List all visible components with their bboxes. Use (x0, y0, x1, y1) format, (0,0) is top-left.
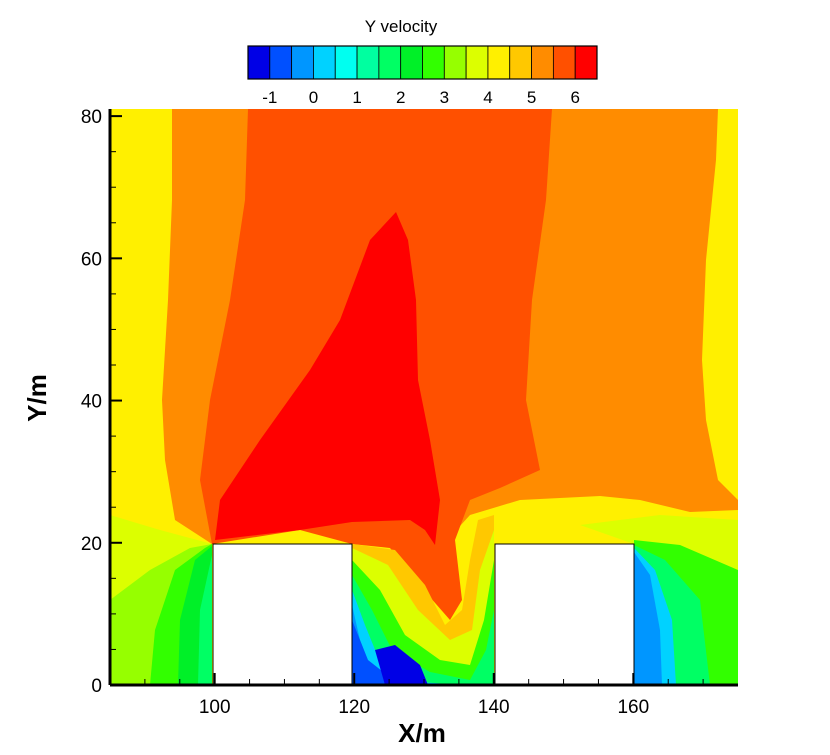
colorbar-swatch (313, 45, 336, 80)
contour-canyon-blue3 (375, 645, 428, 685)
building-1 (212, 543, 353, 686)
colorbar-tick-label: -1 (262, 88, 277, 107)
x-tick-label: 140 (478, 697, 510, 718)
colorbar-tick-label: 4 (483, 88, 492, 107)
y-tick-label: 20 (81, 534, 102, 555)
y-axis-title: Y/m (22, 374, 52, 422)
x-axis-title: X/m (398, 718, 446, 748)
colorbar-frame (247, 45, 598, 80)
y-ticks: 0 20 40 60 80 (81, 107, 122, 697)
colorbar-swatch (552, 45, 576, 80)
contour-band-6 (215, 212, 440, 545)
x-tick-label: 100 (199, 697, 231, 718)
colorbar-swatch (247, 45, 271, 80)
colorbar-swatch (422, 45, 445, 80)
y-tick-label: 0 (91, 676, 102, 697)
y-tick-label: 80 (81, 107, 102, 128)
axes: 0 20 40 60 80 100 120 140 160 (81, 107, 738, 718)
colorbar-title: Y velocity (365, 17, 438, 36)
contour-right-blue (634, 552, 662, 685)
y-tick-label: 60 (81, 249, 102, 270)
colorbar-swatch (291, 45, 314, 80)
x-tick-label: 160 (617, 697, 649, 718)
colorbar-tick-label: 2 (396, 88, 405, 107)
plot-area (110, 109, 738, 686)
colorbar-swatch (443, 45, 467, 80)
colorbar-swatch (334, 45, 358, 80)
colorbar-swatch (531, 45, 554, 80)
x-tick-label: 120 (338, 697, 370, 718)
colorbar-tick-label: 1 (352, 88, 361, 107)
colorbar-swatch (574, 45, 598, 80)
colorbar-tick-label: 5 (527, 88, 536, 107)
building-2 (494, 543, 635, 686)
colorbar-swatch (487, 45, 511, 80)
contour-left-green4 (198, 555, 212, 685)
colorbar-tick-label: 3 (440, 88, 449, 107)
colorbar-swatch (356, 45, 380, 80)
colorbar-swatch (465, 45, 489, 80)
colorbar-tick-label: 0 (309, 88, 318, 107)
contour-canyon-blue2 (352, 620, 400, 685)
y-tick-label: 40 (81, 392, 102, 413)
colorbar-swatch (509, 45, 532, 80)
colorbar-swatch (269, 45, 293, 80)
x-ticks: 100 120 140 160 (144, 673, 704, 718)
colorbar-swatch (378, 45, 402, 80)
colorbar: -1 0 1 2 3 4 5 6 (247, 45, 598, 107)
colorbar-tick-label: 6 (570, 88, 579, 107)
colorbar-swatch (400, 45, 423, 80)
